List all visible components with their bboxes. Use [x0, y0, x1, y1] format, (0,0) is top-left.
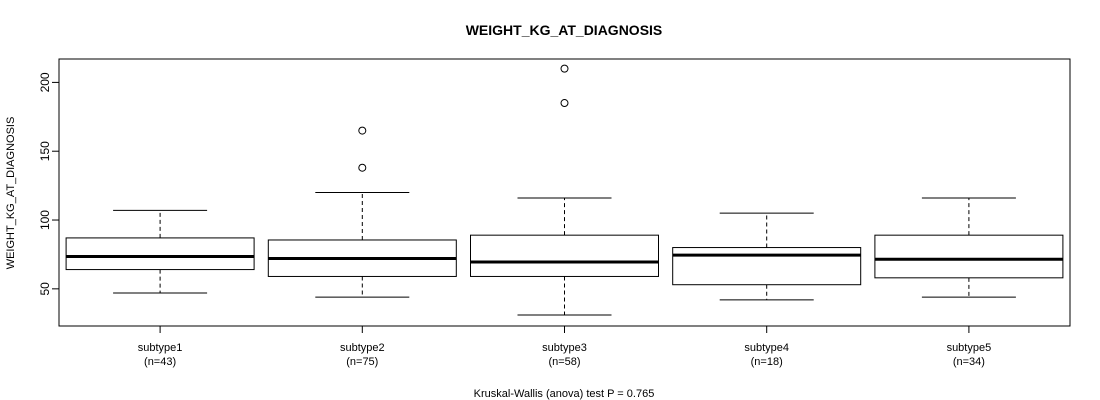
iqr-box [65, 237, 255, 271]
x-count-label: (n=43) [144, 356, 176, 368]
x-tick-label: subtype3 [542, 342, 587, 354]
x-count-label: (n=75) [346, 356, 378, 368]
x-count-label: (n=34) [953, 356, 985, 368]
x-tick-label: subtype5 [947, 342, 992, 354]
y-axis-label: WEIGHT_KG_AT_DIAGNOSIS [5, 117, 17, 270]
box-group-subtype3 [470, 64, 659, 316]
box-group-subtype4 [672, 212, 862, 301]
outlier-point [358, 126, 367, 135]
x-axis-caption: Kruskal-Wallis (anova) test P = 0.765 [474, 388, 655, 400]
y-tick-label: 200 [38, 72, 52, 92]
iqr-box [672, 247, 862, 286]
y-axis: 50 100 150 200 [38, 72, 60, 296]
box-groups [65, 64, 1064, 316]
x-tick-label: subtype4 [744, 342, 789, 354]
box-group-subtype2 [267, 126, 457, 298]
x-tick-label: subtype1 [138, 342, 183, 354]
outlier-point [358, 163, 367, 172]
iqr-box [470, 234, 659, 277]
x-count-label: (n=58) [548, 356, 580, 368]
outlier-point [560, 64, 569, 73]
iqr-box [874, 234, 1064, 279]
box-group-subtype1 [65, 209, 255, 294]
outlier-point [560, 99, 569, 108]
y-tick-label: 50 [38, 282, 52, 296]
chart-title: WEIGHT_KG_AT_DIAGNOSIS [466, 22, 663, 38]
y-tick-label: 150 [38, 141, 52, 161]
y-tick-label: 100 [38, 210, 52, 230]
x-count-label: (n=18) [751, 356, 783, 368]
x-tick-label: subtype2 [340, 342, 385, 354]
box-group-subtype5 [874, 197, 1064, 298]
x-axis: subtype1 (n=43) subtype2 (n=75) subtype3 (n=5… [138, 326, 991, 368]
